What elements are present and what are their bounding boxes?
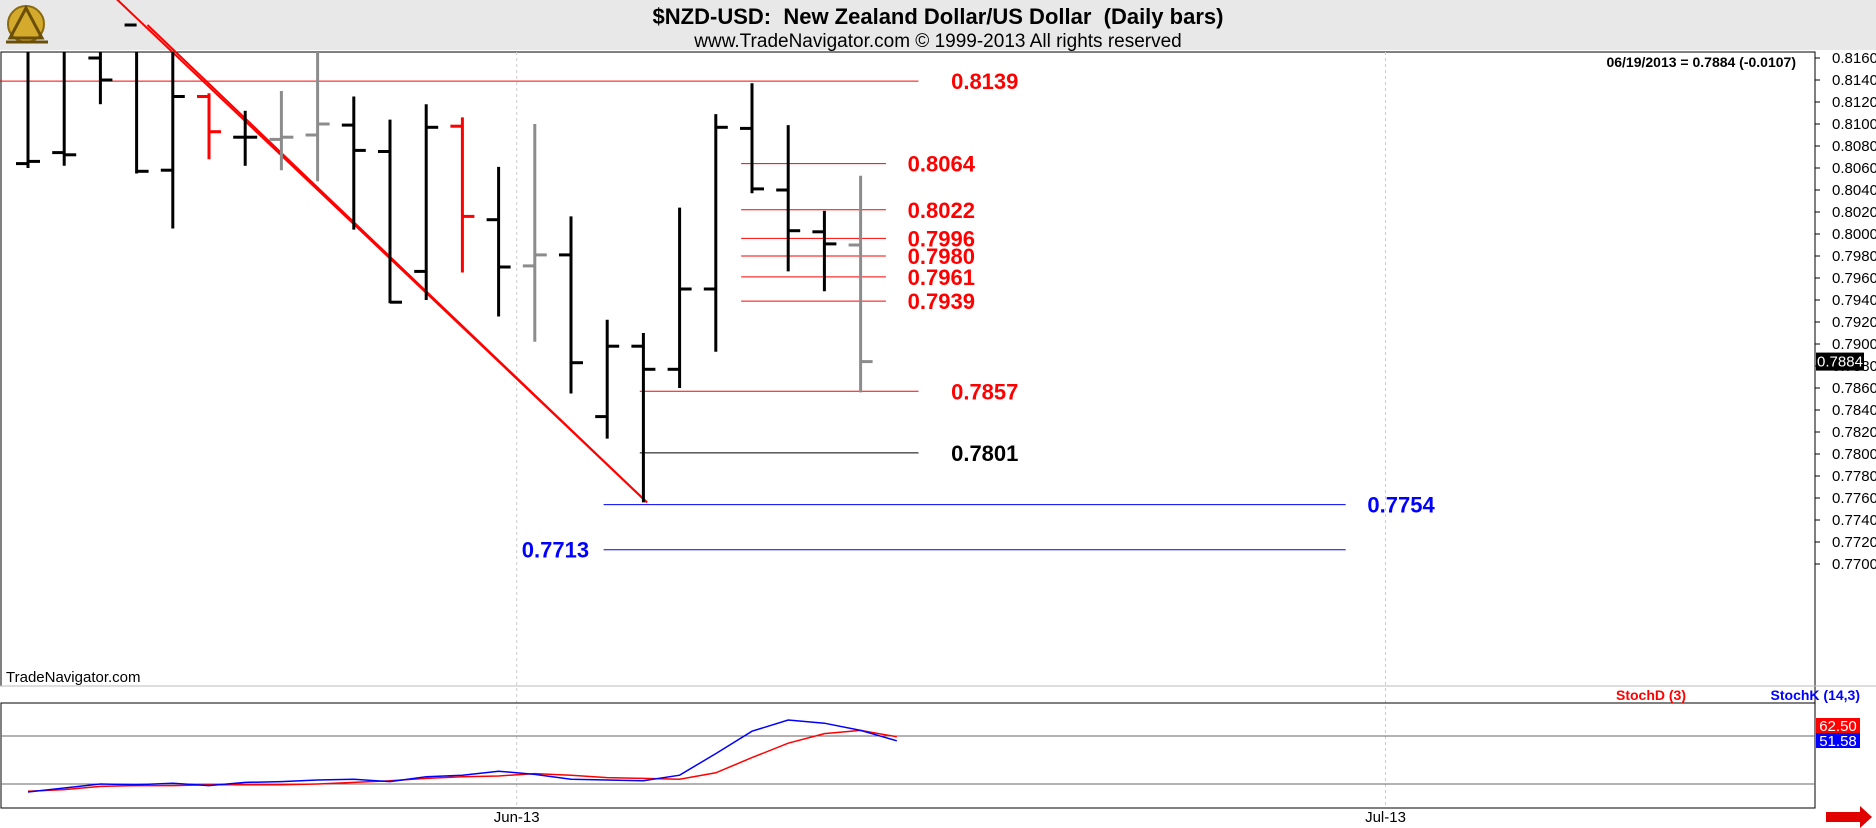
y-tick-label: 0.7720	[1832, 534, 1876, 551]
y-tick-label: 0.7820	[1832, 424, 1876, 441]
level-label: 0.8022	[908, 198, 975, 223]
level-label: 0.7980	[908, 244, 975, 269]
last-price-box	[1816, 352, 1864, 371]
stochK-legend: StochK (14,3)	[1771, 687, 1860, 703]
y-tick-label: 0.7740	[1832, 512, 1876, 529]
y-tick-label: 0.7780	[1832, 468, 1876, 485]
y-tick-label: 0.8060	[1832, 160, 1876, 177]
logo	[6, 4, 48, 44]
level-label: 0.7939	[908, 289, 975, 314]
y-tick-label: 0.8140	[1832, 72, 1876, 89]
y-tick-label: 0.8100	[1832, 116, 1876, 133]
date-axis: Jun-13 Jul-13	[494, 809, 1406, 826]
ohlc-bars	[16, 23, 873, 503]
level-label: 0.7961	[908, 265, 975, 290]
gridlines	[516, 52, 1386, 808]
y-tick-label: 0.8080	[1832, 138, 1876, 155]
y-tick-label: 0.7800	[1832, 446, 1876, 463]
sextant-arc	[7, 4, 45, 40]
stochD-legend: StochD (3)	[1616, 687, 1686, 703]
y-tick-label: 0.7900	[1832, 336, 1876, 353]
last-quote: 06/19/2013 = 0.7884 (-0.0107)	[1606, 54, 1796, 70]
y-tick-label: 0.7760	[1832, 490, 1876, 507]
level-label: 0.8064	[908, 152, 976, 177]
watermark: TradeNavigator.com	[6, 669, 141, 686]
last-price-label: 0.7884	[1817, 354, 1863, 371]
y-tick-label: 0.7940	[1832, 292, 1876, 309]
stochD-value-box	[1816, 718, 1860, 733]
chart-title: $NZD-USD: New Zealand Dollar/US Dollar (…	[653, 4, 1224, 29]
stochastic-lines	[1, 719, 1815, 793]
price-levels: 0.8139 0.8064 0.8022 0.79960.79800.79610.79…	[0, 69, 1435, 563]
header-background	[0, 0, 1876, 50]
y-tick-label: 0.7700	[1832, 556, 1876, 573]
x-tick-label: Jul-13	[1365, 809, 1406, 826]
y-tick-label: 0.7960	[1832, 270, 1876, 287]
level-label: 0.8139	[951, 69, 1018, 94]
stochD-value: 62.50	[1819, 718, 1857, 735]
level-label: 0.7996	[908, 226, 975, 251]
y-tick-label: 0.7980	[1832, 248, 1876, 265]
trendline	[146, 24, 648, 504]
y-tick-label: 0.8120	[1832, 94, 1876, 111]
y-tick-label: 0.7920	[1832, 314, 1876, 331]
stochK-value: 51.58	[1819, 733, 1857, 750]
y-tick-label: 0.8160	[1832, 50, 1876, 67]
chart-subtitle: www.TradeNavigator.com © 1999-2013 All r…	[693, 31, 1181, 52]
y-tick-label: 0.8040	[1832, 182, 1876, 199]
price-axis: 0.8160 0.8140 0.8120 0.8100 0.8080 0.8060 0.80…	[1815, 50, 1876, 573]
scroll-right-arrow-icon[interactable]	[1826, 806, 1872, 828]
stoch-series-line	[27, 729, 897, 792]
stoch-panel-border	[0, 702, 1816, 809]
y-tick-label: 0.7840	[1832, 402, 1876, 419]
trendlines	[116, 0, 648, 504]
level-label: 0.7801	[951, 441, 1018, 466]
y-tick-label: 0.8020	[1832, 204, 1876, 221]
stoch-series-line	[27, 719, 898, 793]
stochK-value-box	[1816, 733, 1860, 748]
y-tick-label: 0.8000	[1832, 226, 1876, 243]
trendline	[116, 0, 648, 504]
last-price-marker: 0.7884	[1816, 352, 1864, 371]
x-tick-label: Jun-13	[494, 809, 540, 826]
level-label: 0.7857	[951, 379, 1018, 404]
level-label: 0.7754	[1367, 493, 1435, 518]
y-tick-label: 0.7860	[1832, 380, 1876, 397]
level-label: 0.7713	[522, 538, 589, 563]
